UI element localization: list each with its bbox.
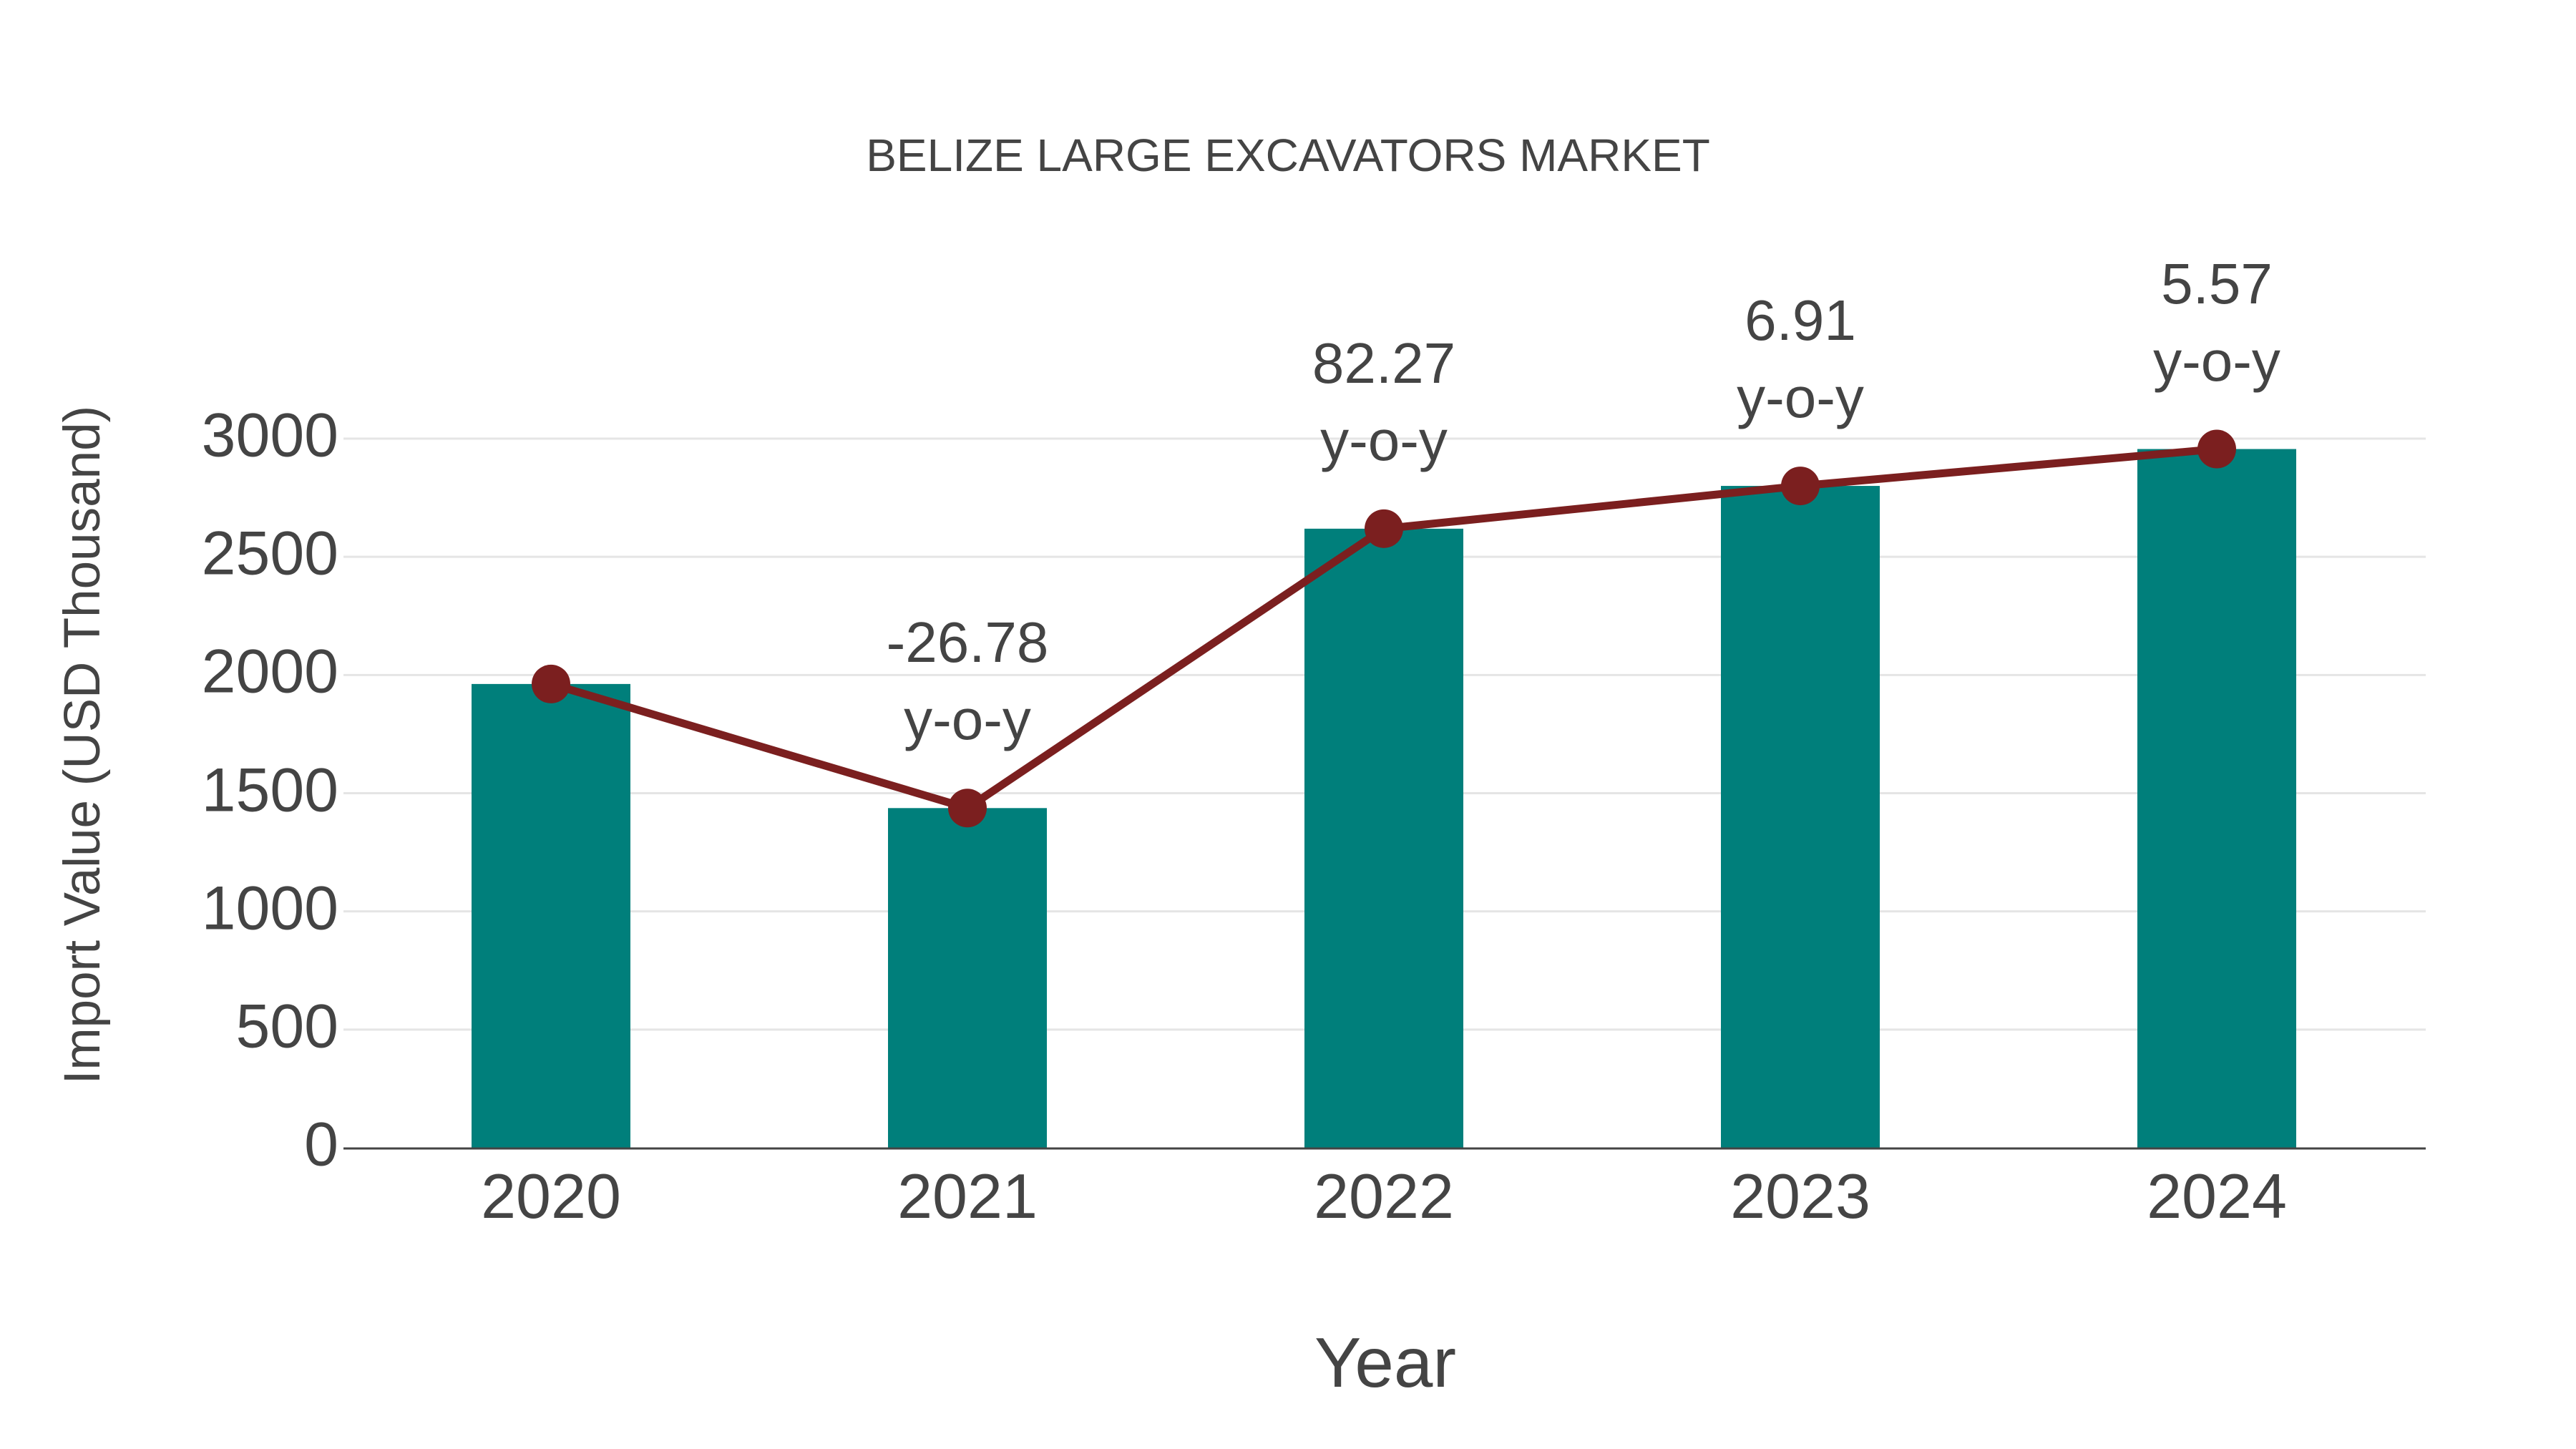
yoy-value: 5.57	[2161, 251, 2273, 316]
line-marker[interactable]	[1781, 467, 1820, 506]
line-marker[interactable]	[532, 664, 570, 703]
y-tick-label: 0	[304, 1110, 338, 1179]
x-axis-title: Year	[1314, 1323, 1457, 1402]
y-tick-label: 2500	[201, 519, 338, 588]
line-marker[interactable]	[2197, 429, 2236, 469]
x-tick-label: 2020	[481, 1161, 621, 1231]
y-tick-label: 500	[235, 992, 339, 1061]
yoy-value: -26.78	[886, 610, 1049, 675]
bar-series	[472, 449, 2296, 1148]
yoy-annotation: 5.57 y-o-y	[2153, 245, 2280, 400]
y-tick-label: 1500	[201, 756, 338, 825]
x-tick-label: 2023	[1730, 1161, 1870, 1231]
bar[interactable]	[472, 683, 630, 1148]
y-tick-label: 3000	[201, 401, 338, 470]
yoy-suffix: y-o-y	[1737, 366, 1864, 430]
yoy-value: 6.91	[1745, 288, 1856, 353]
yoy-annotation: -26.78 y-o-y	[887, 604, 1049, 758]
line-marker[interactable]	[1365, 509, 1403, 548]
bar[interactable]	[2137, 449, 2296, 1148]
yoy-suffix: y-o-y	[904, 688, 1031, 752]
x-tick-label: 2022	[1314, 1161, 1454, 1231]
bar[interactable]	[1721, 486, 1880, 1148]
x-tick-label: 2024	[2147, 1161, 2287, 1231]
yoy-suffix: y-o-y	[1320, 408, 1448, 472]
yoy-annotation: 6.91 y-o-y	[1737, 282, 1864, 436]
y-tick-label: 2000	[201, 638, 338, 707]
line-series	[532, 429, 2236, 828]
yoy-annotation: 82.27 y-o-y	[1312, 325, 1455, 479]
x-tick-label: 2021	[897, 1161, 1038, 1231]
y-tick-label: 1000	[201, 874, 338, 943]
y-axis-title: Import Value (USD Thousand)	[54, 405, 111, 1085]
line-marker[interactable]	[948, 789, 987, 828]
yoy-suffix: y-o-y	[2153, 328, 2280, 393]
chart-title: BELIZE LARGE EXCAVATORS MARKET	[866, 130, 1710, 181]
bar[interactable]	[1304, 528, 1463, 1148]
yoy-value: 82.27	[1312, 331, 1456, 395]
bar[interactable]	[888, 808, 1047, 1148]
